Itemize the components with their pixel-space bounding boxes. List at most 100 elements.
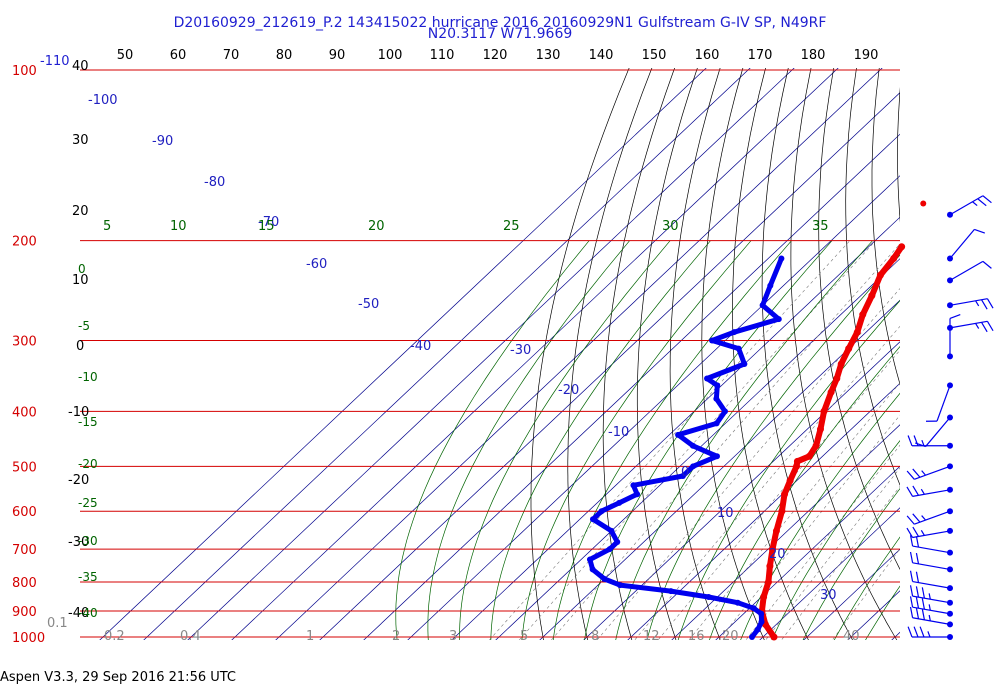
isotherm-label-left: -110 <box>40 54 70 69</box>
dewpoint-point <box>614 539 621 546</box>
isotherm-label: 20 <box>769 547 786 562</box>
dewpoint-point <box>616 499 623 506</box>
isotherm-line <box>627 382 900 640</box>
isotherm-label: 0 <box>681 465 689 480</box>
dry-adiabat <box>669 68 721 640</box>
moist-adiabat <box>459 240 671 640</box>
wind-barb-flag <box>977 198 987 207</box>
dewpoint-point <box>667 588 674 595</box>
left-green-label: 0 <box>78 262 86 276</box>
dewpoint-point <box>778 255 785 262</box>
dewpoint-point <box>709 337 716 344</box>
wind-barb-flag <box>909 585 914 597</box>
moist-adiabat <box>833 536 900 640</box>
mixing-ratio-line <box>518 240 876 640</box>
wind-barb-staff <box>912 489 951 497</box>
wind-barb-flag <box>909 551 914 563</box>
wind-barb-half-flag <box>921 439 925 446</box>
wind-barb <box>907 435 953 449</box>
dewpoint-point <box>606 546 613 553</box>
temperature-point <box>876 271 884 279</box>
wind-barb <box>907 626 953 640</box>
moist-adiabat <box>427 240 630 640</box>
dry-adiabat <box>567 68 653 640</box>
top-scale-label: 120 <box>483 48 508 63</box>
moist-adiabat <box>490 240 711 640</box>
wind-barb-flag <box>907 626 913 638</box>
mixing-ratio-label: 40 <box>843 629 860 644</box>
mixing-ratio-label: 8 <box>591 629 599 644</box>
temperature-point <box>812 442 820 450</box>
chart-subtitle-location: N20.3117 W71.9669 <box>427 26 573 42</box>
wind-barb-half-flag <box>975 323 980 329</box>
wind-barb <box>909 535 953 556</box>
temperature-point <box>853 328 861 336</box>
wind-barb-flag <box>913 626 919 638</box>
temperature-point <box>820 407 828 415</box>
dewpoint-point <box>713 420 720 427</box>
pressure-label: 400 <box>12 405 37 420</box>
wind-barb-flag <box>982 260 992 269</box>
top-scale-label: 70 <box>223 48 240 63</box>
dewpoint-point <box>704 375 711 382</box>
temperature-point <box>833 374 841 382</box>
software-footer: Aspen V3.3, 29 Sep 2016 21:56 UTC <box>0 670 237 685</box>
wind-barb <box>947 260 992 284</box>
top-scale-label: 170 <box>748 48 773 63</box>
top-scale-label: 50 <box>117 48 134 63</box>
wind-barb-flag <box>982 195 992 204</box>
moist-adiabat <box>709 346 900 640</box>
mixing-ratio-line <box>832 548 900 640</box>
pressure-label: 200 <box>12 235 37 250</box>
temperature-trace <box>758 243 905 640</box>
wind-barb-flag <box>915 552 920 564</box>
isotherm-line <box>583 341 900 640</box>
isotherm-line <box>99 68 707 640</box>
left-scale-label: 0 <box>76 339 84 354</box>
wind-barb-flag <box>915 571 920 583</box>
wind-barb-flag <box>974 228 986 234</box>
dewpoint-point <box>617 582 624 589</box>
isotherm-line <box>363 133 900 640</box>
isotherm-label: -100 <box>88 93 118 108</box>
mixing-ratio-label: 0.2 <box>104 629 125 644</box>
mixing-ratio-label: 5 <box>520 629 528 644</box>
isotherm-label: 10 <box>717 506 734 521</box>
dry-adiabat <box>732 68 809 640</box>
wind-barb-flag <box>921 598 925 610</box>
wind-barb-flag <box>949 313 961 319</box>
dewpoint-point <box>630 482 637 489</box>
wind-barb <box>947 320 994 333</box>
isotherm-line <box>231 68 839 640</box>
dry-adiabat <box>790 68 898 640</box>
wind-barb-flag <box>906 470 915 480</box>
wind-barb-flag <box>915 597 920 609</box>
isobar-lines <box>80 69 900 638</box>
left-green-label: -30 <box>78 534 98 548</box>
wind-barb <box>947 298 994 310</box>
wind-barb <box>925 382 953 422</box>
isotherm-label: -40 <box>410 339 431 354</box>
wind-barb <box>906 463 953 480</box>
wind-barb-flag <box>909 606 914 618</box>
wind-barb <box>914 414 953 448</box>
wind-barb-staff <box>912 595 951 604</box>
mixing-ratio-line <box>688 382 900 640</box>
dry-adiabat <box>761 68 853 640</box>
dewpoint-point <box>750 605 757 612</box>
sounding-profiles <box>586 200 927 641</box>
pressure-label: 600 <box>12 505 37 520</box>
mixing-ratio-label: 0.4 <box>180 629 201 644</box>
temperature-point <box>827 388 835 396</box>
temperature-point <box>766 562 774 570</box>
wind-barb <box>909 570 953 592</box>
wind-barb-staff <box>949 320 988 329</box>
pressure-label: 1000 <box>12 631 45 646</box>
wind-barb <box>947 228 986 262</box>
wind-barb-half-flag <box>927 631 931 638</box>
top-scale-label: 100 <box>378 48 403 63</box>
theta-e-label: 5 <box>103 219 111 234</box>
wind-barb-flag <box>919 626 925 638</box>
temperature-point <box>764 578 772 586</box>
wind-barb-flag <box>909 535 914 547</box>
